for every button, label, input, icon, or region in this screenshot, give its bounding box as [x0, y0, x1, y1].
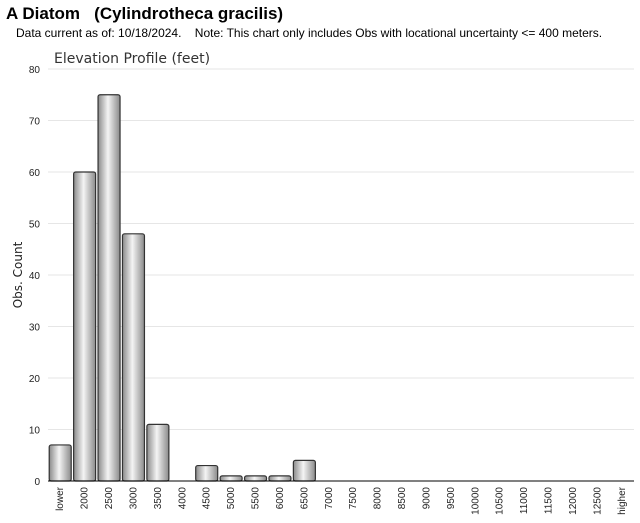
x-tick-label: 10500 [495, 487, 506, 515]
x-tick-label: 12500 [592, 487, 603, 515]
x-tick-label: 4500 [202, 487, 213, 510]
bar-lower [48, 444, 72, 482]
x-tick-label: 9000 [421, 487, 432, 510]
x-tick-label: 6000 [275, 487, 286, 510]
x-tick-label: 7000 [324, 487, 335, 510]
bar-4500 [195, 464, 219, 482]
bar-6500 [292, 459, 316, 482]
x-tick-label: 8000 [373, 487, 384, 510]
bar-2500 [97, 94, 121, 482]
y-tick-label: 10 [29, 426, 41, 437]
bar-2000 [73, 171, 97, 482]
x-tick-label: 3000 [128, 487, 139, 510]
y-tick-label: 60 [29, 168, 41, 179]
x-tick-label: 5000 [226, 487, 237, 510]
x-tick-label: 2000 [80, 487, 91, 510]
y-tick-label: 20 [29, 374, 41, 385]
y-tick-label: 0 [34, 477, 40, 488]
bar-5000 [219, 475, 243, 482]
x-tick-label: 11000 [519, 487, 530, 515]
y-tick-label: 50 [29, 220, 41, 231]
x-tick-label: lower [55, 486, 66, 511]
y-tick-label: 70 [29, 117, 41, 128]
x-tick-label: 5500 [251, 487, 262, 510]
x-tick-label: 9500 [446, 487, 457, 510]
x-tick-label: 7500 [348, 487, 359, 510]
x-tick-label: 10000 [470, 487, 481, 515]
y-tick-label: 40 [29, 271, 41, 282]
x-tick-label: 11500 [544, 487, 555, 515]
y-axis-label: Obs. Count [11, 241, 25, 308]
bar-6000 [268, 475, 292, 482]
data-note: Data current as of: 10/18/2024. Note: Th… [16, 26, 603, 40]
x-tick-label: higher [617, 486, 628, 514]
bar-5500 [243, 475, 268, 482]
y-tick-label: 30 [29, 323, 41, 334]
x-tick-label: 8500 [397, 487, 408, 510]
bar-3500 [146, 423, 170, 482]
page-title: A Diatom (Cylindrotheca gracilis) [6, 4, 284, 23]
x-tick-label: 4000 [177, 487, 188, 510]
x-tick-label: 6500 [299, 487, 310, 510]
x-tick-label: 2500 [104, 487, 115, 510]
y-tick-label: 80 [29, 65, 41, 76]
x-tick-label: 12000 [568, 487, 579, 515]
bar-3000 [121, 233, 146, 482]
x-tick-label: 3500 [153, 487, 164, 510]
chart-title: Elevation Profile (feet) [54, 51, 210, 67]
